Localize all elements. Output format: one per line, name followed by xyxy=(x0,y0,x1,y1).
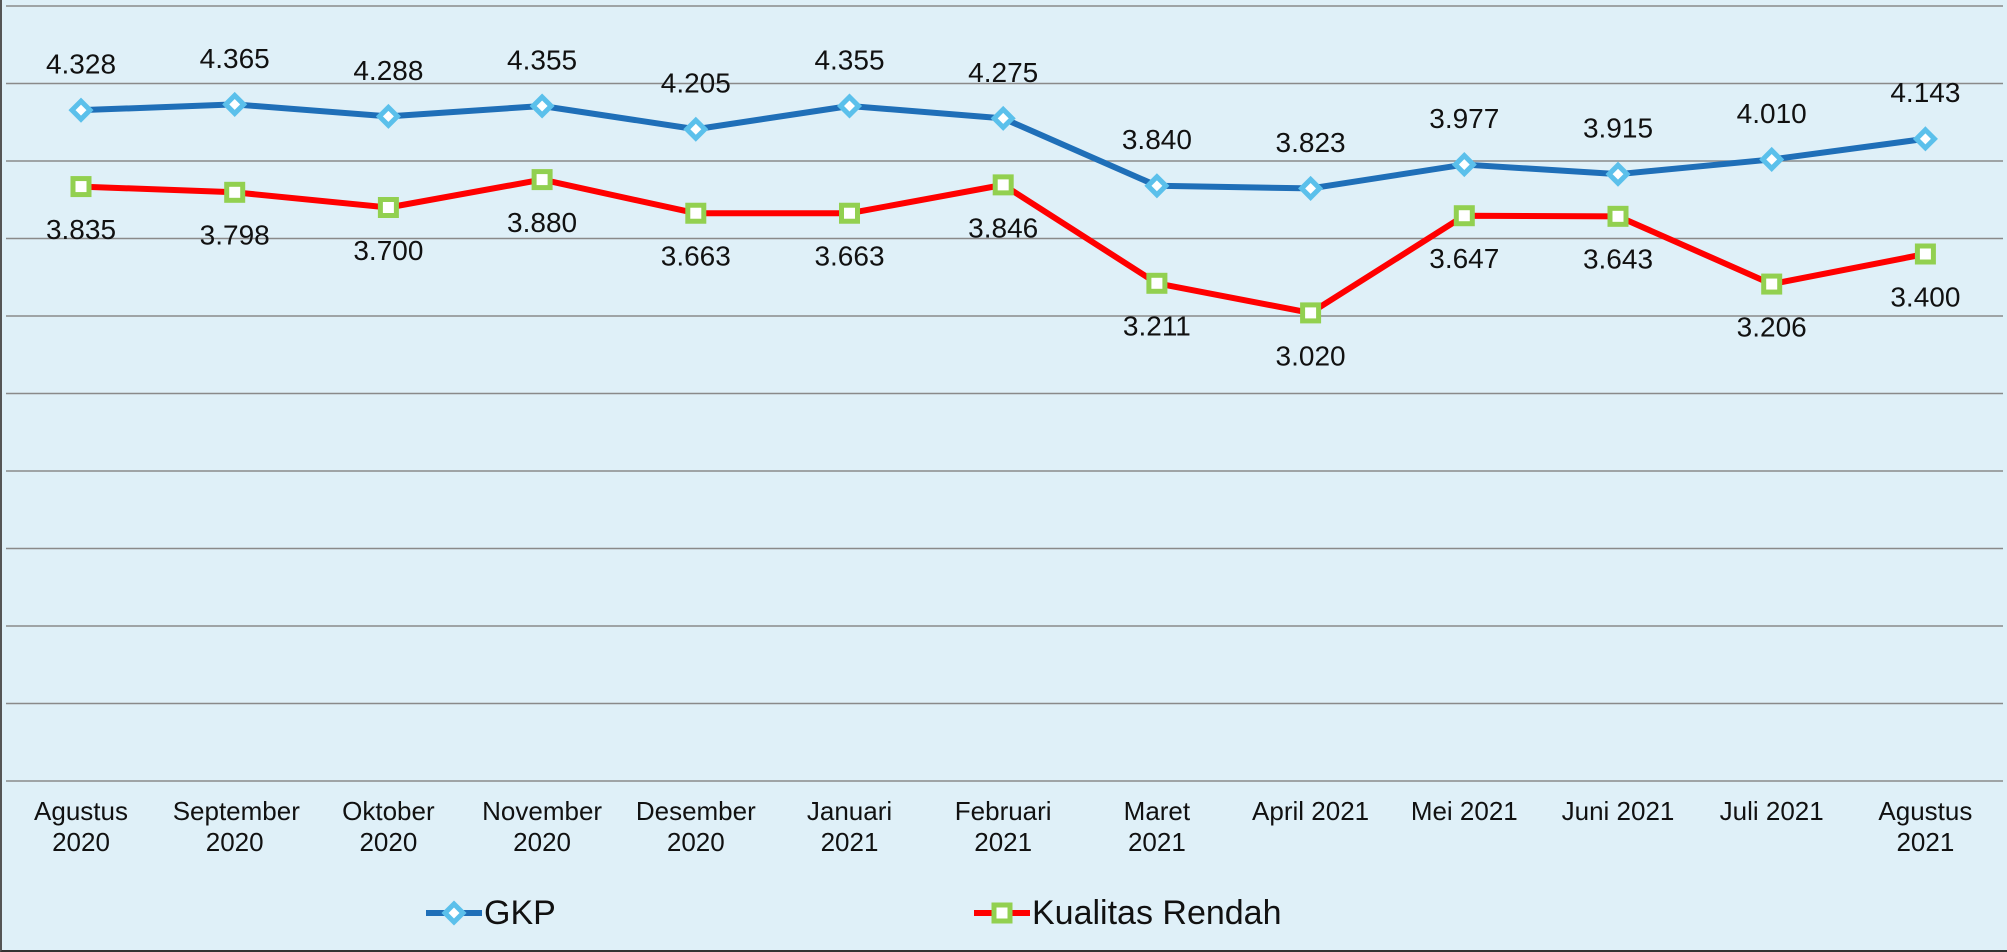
x-tick-label: November 2020 xyxy=(482,796,603,857)
x-tick-label: September 2020 xyxy=(172,796,300,857)
x-tick-label: Agustus 2021 xyxy=(1878,796,1973,857)
x-tick-label: Januari 2021 xyxy=(806,796,893,857)
data-label: 4.355 xyxy=(814,44,884,75)
legend-label: Kualitas Rendah xyxy=(1032,893,1282,932)
marker xyxy=(1451,152,1477,178)
data-label: 3.400 xyxy=(1890,281,1960,312)
data-label: 4.328 xyxy=(46,49,116,80)
data-label: 4.143 xyxy=(1890,77,1960,108)
marker xyxy=(1144,173,1170,199)
data-label: 3.846 xyxy=(968,212,1038,243)
marker xyxy=(1759,146,1785,172)
data-label: 4.355 xyxy=(507,44,577,75)
x-tick-label: Mei 2021 xyxy=(1410,796,1518,826)
data-label: 3.643 xyxy=(1583,244,1653,275)
marker xyxy=(839,202,860,224)
legend-item: GKP xyxy=(424,893,556,933)
data-label: 4.205 xyxy=(661,68,731,99)
data-label: 3.915 xyxy=(1583,113,1653,144)
x-tick-label: Desember 2020 xyxy=(635,796,756,857)
x-tick-label: Agustus 2020 xyxy=(34,796,128,857)
marker xyxy=(1912,126,1938,152)
marker xyxy=(70,176,92,198)
data-label: 4.288 xyxy=(353,55,423,86)
legend-swatch xyxy=(426,900,482,926)
data-label: 3.840 xyxy=(1122,124,1192,155)
marker xyxy=(990,105,1016,131)
data-label: 3.880 xyxy=(507,207,577,238)
data-label: 4.275 xyxy=(968,57,1038,88)
data-label: 3.211 xyxy=(1123,311,1191,342)
marker xyxy=(222,91,248,117)
marker xyxy=(1300,302,1322,324)
marker xyxy=(1298,175,1324,201)
marker xyxy=(224,181,246,203)
data-label: 3.823 xyxy=(1276,127,1346,158)
marker xyxy=(991,902,1013,924)
data-label: 3.206 xyxy=(1737,311,1807,342)
x-tick-label: Juli 2021 xyxy=(1719,796,1824,826)
marker xyxy=(836,93,863,119)
x-tick-label: Maret 2021 xyxy=(1123,796,1191,857)
marker xyxy=(529,93,555,119)
x-tick-label: April 2021 xyxy=(1252,796,1370,826)
marker xyxy=(68,97,94,123)
data-label: 3.835 xyxy=(46,214,116,245)
marker xyxy=(1761,273,1783,295)
data-label: 3.798 xyxy=(200,220,270,251)
marker xyxy=(1453,205,1475,227)
marker xyxy=(1146,272,1168,294)
marker xyxy=(377,197,399,218)
marker xyxy=(992,174,1014,196)
marker xyxy=(1914,243,1936,265)
legend-swatch xyxy=(974,902,1030,924)
marker xyxy=(375,103,401,129)
legend-item: Kualitas Rendah xyxy=(972,893,1282,933)
data-label: 3.977 xyxy=(1429,103,1499,134)
marker xyxy=(685,202,707,224)
data-label: 3.663 xyxy=(814,241,884,272)
data-label: 4.010 xyxy=(1737,98,1807,129)
legend-label: GKP xyxy=(484,893,556,932)
data-label: 3.020 xyxy=(1276,340,1346,371)
data-label: 3.700 xyxy=(353,235,423,266)
x-tick-label: Juni 2021 xyxy=(1561,796,1675,826)
marker xyxy=(1607,205,1629,227)
marker xyxy=(441,900,467,926)
marker xyxy=(683,116,709,142)
data-label: 4.365 xyxy=(200,43,270,74)
data-label: 3.663 xyxy=(661,241,731,272)
data-label: 3.647 xyxy=(1429,243,1499,274)
x-tick-label: Februari 2021 xyxy=(954,796,1052,857)
marker xyxy=(1605,161,1631,187)
x-tick-label: Oktober 2020 xyxy=(342,796,435,857)
marker xyxy=(531,169,553,191)
